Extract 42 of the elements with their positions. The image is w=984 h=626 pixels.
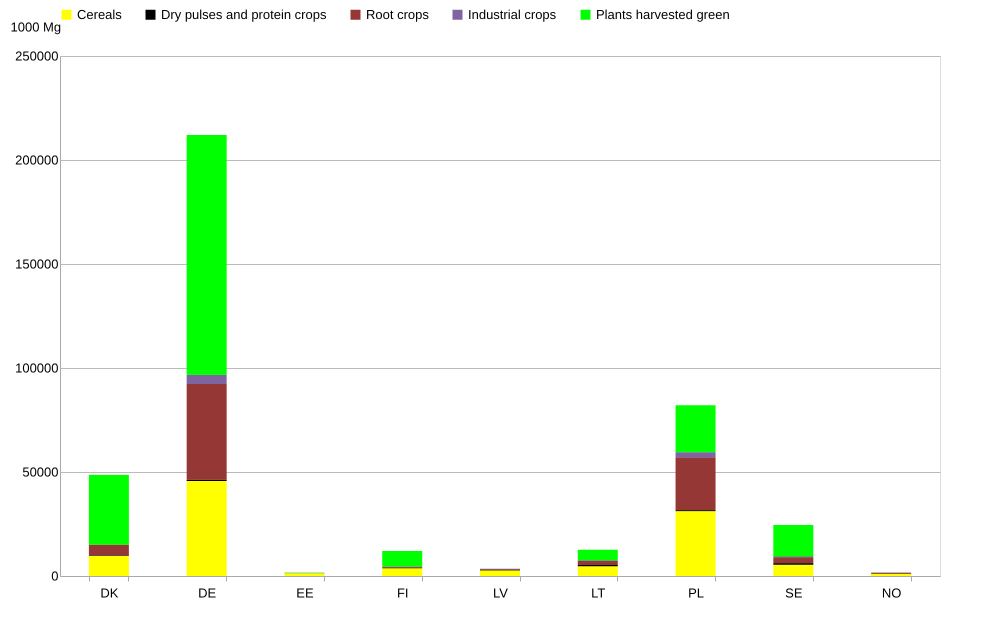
x-tick-label: PL	[688, 586, 704, 600]
legend-label: Plants harvested green	[596, 6, 730, 22]
bar	[676, 458, 716, 510]
x-tick-label: EE	[296, 586, 314, 600]
bar	[382, 551, 422, 567]
y-axis-title: 1000 Mg	[10, 20, 62, 34]
x-tick-label: NO	[882, 586, 902, 600]
bar	[186, 480, 227, 576]
bar	[773, 525, 814, 556]
y-tick-label: 250000	[15, 48, 58, 64]
bar	[382, 568, 422, 576]
bar	[578, 566, 618, 576]
bar	[676, 452, 716, 458]
x-tick-label: DE	[198, 586, 217, 600]
x-tick-label: FI	[396, 586, 409, 600]
y-tick-label: 0	[51, 568, 58, 584]
bar	[480, 570, 520, 576]
legend-label: Dry pulses and protein crops	[161, 6, 327, 22]
bar	[88, 544, 129, 556]
x-tick-label: SE	[785, 586, 803, 600]
bar	[88, 556, 129, 576]
bar	[284, 573, 324, 576]
bar	[186, 384, 227, 480]
bar	[578, 550, 618, 560]
legend-label: Cereals	[77, 6, 122, 22]
y-tick-label: 100000	[15, 360, 58, 376]
bar	[186, 374, 227, 384]
bar	[676, 511, 716, 576]
bar	[578, 561, 618, 565]
y-tick-label: 200000	[15, 152, 58, 168]
x-tick-label: LV	[493, 586, 508, 600]
bar	[88, 474, 129, 545]
y-tick-label: 150000	[15, 256, 58, 272]
bar	[773, 564, 814, 576]
x-tick-label: LT	[591, 586, 606, 600]
legend-label: Industrial crops	[468, 6, 557, 22]
bar	[773, 557, 814, 564]
y-tick-label: 50000	[22, 464, 58, 480]
legend-label: Root crops	[366, 6, 430, 22]
bar	[186, 135, 227, 375]
bar	[676, 405, 716, 452]
x-tick-label: DK	[100, 586, 119, 600]
